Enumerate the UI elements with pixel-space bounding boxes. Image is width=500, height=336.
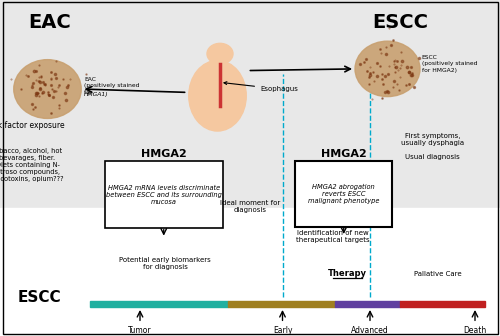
Text: Early
ESCC: Early ESCC (272, 326, 292, 336)
Ellipse shape (355, 41, 420, 97)
Ellipse shape (207, 43, 233, 64)
Text: Death: Death (464, 326, 486, 335)
Text: First symptoms,
usually dysphagia

Usual diagnosis: First symptoms, usually dysphagia Usual … (401, 133, 464, 160)
Text: ESCC: ESCC (18, 290, 61, 305)
Text: EAC: EAC (28, 13, 72, 33)
Text: Pallative Care: Pallative Care (414, 271, 462, 277)
Text: HMGA2: HMGA2 (141, 149, 186, 159)
Bar (0, 208, 500, 336)
Bar (214, 55, 224, 67)
FancyBboxPatch shape (105, 161, 222, 228)
Text: HMGA2: HMGA2 (321, 149, 366, 159)
Text: Tobacco, alcohol, hot
bevarages, fiber.
Diets containing N-
nitroso compounds,
m: Tobacco, alcohol, hot bevarages, fiber. … (0, 148, 64, 182)
Text: ESCC: ESCC (372, 13, 428, 33)
Text: EAC
(positively stained
for: EAC (positively stained for (84, 77, 140, 95)
Text: HMGA1): HMGA1) (84, 92, 108, 97)
Text: Advanced
ESCC: Advanced ESCC (351, 326, 389, 336)
Text: ESCC
(positively stained
for HMGA2): ESCC (positively stained for HMGA2) (422, 55, 477, 73)
Text: Tumor
Initiation: Tumor Initiation (123, 326, 157, 336)
Text: Potential early biomarkers
for diagnosis: Potential early biomarkers for diagnosis (119, 257, 211, 270)
Text: Esophagus: Esophagus (224, 82, 298, 92)
Text: HMGA2 mRNA levels discriminate
between ESCC and its surrounding
mucosa: HMGA2 mRNA levels discriminate between E… (106, 185, 222, 205)
Bar (335, 301, 400, 307)
Ellipse shape (14, 60, 81, 119)
Text: Risk factor exposure: Risk factor exposure (0, 122, 64, 130)
Text: Identification of new
therapeutical targets: Identification of new therapeutical targ… (296, 230, 370, 243)
Text: Therapy: Therapy (328, 269, 367, 278)
Bar (400, 301, 485, 307)
Text: Ideal moment for
diagnosis: Ideal moment for diagnosis (220, 200, 280, 213)
Text: HMGA2 abrogation
reverts ESCC
malignant phenotype: HMGA2 abrogation reverts ESCC malignant … (308, 184, 380, 204)
FancyBboxPatch shape (295, 161, 392, 227)
Ellipse shape (189, 60, 246, 131)
Bar (0, 0, 500, 208)
Bar (90, 301, 228, 307)
Bar (228, 301, 335, 307)
